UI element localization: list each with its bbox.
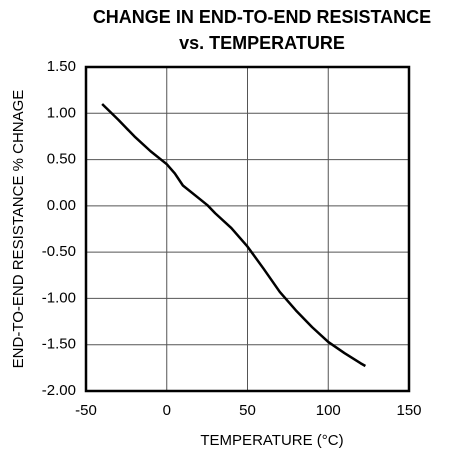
- x-axis-label: TEMPERATURE (°C): [200, 432, 343, 449]
- x-tick-label: 150: [396, 402, 421, 419]
- y-tick-label: -0.50: [42, 243, 76, 260]
- plot-border: [84, 65, 411, 393]
- y-tick-label: 0.00: [47, 197, 76, 214]
- x-tick-label: -50: [75, 402, 97, 419]
- y-axis-label: END-TO-END RESISTANCE % CHNAGE: [10, 90, 27, 369]
- y-tick-label: 0.50: [47, 151, 76, 168]
- chart-title: vs. TEMPERATURE: [179, 33, 345, 53]
- data-line: [101, 103, 367, 368]
- y-tick-label: 1.50: [47, 58, 76, 75]
- x-tick-label: 50: [239, 402, 256, 419]
- chart-title: CHANGE IN END-TO-END RESISTANCE: [93, 7, 431, 27]
- x-tick-label: 0: [163, 402, 171, 419]
- y-tick-label: -1.50: [42, 336, 76, 353]
- y-tick-label: 1.00: [47, 104, 76, 121]
- y-tick-label: -2.00: [42, 382, 76, 399]
- y-tick-label: -1.00: [42, 289, 76, 306]
- x-tick-label: 100: [316, 402, 341, 419]
